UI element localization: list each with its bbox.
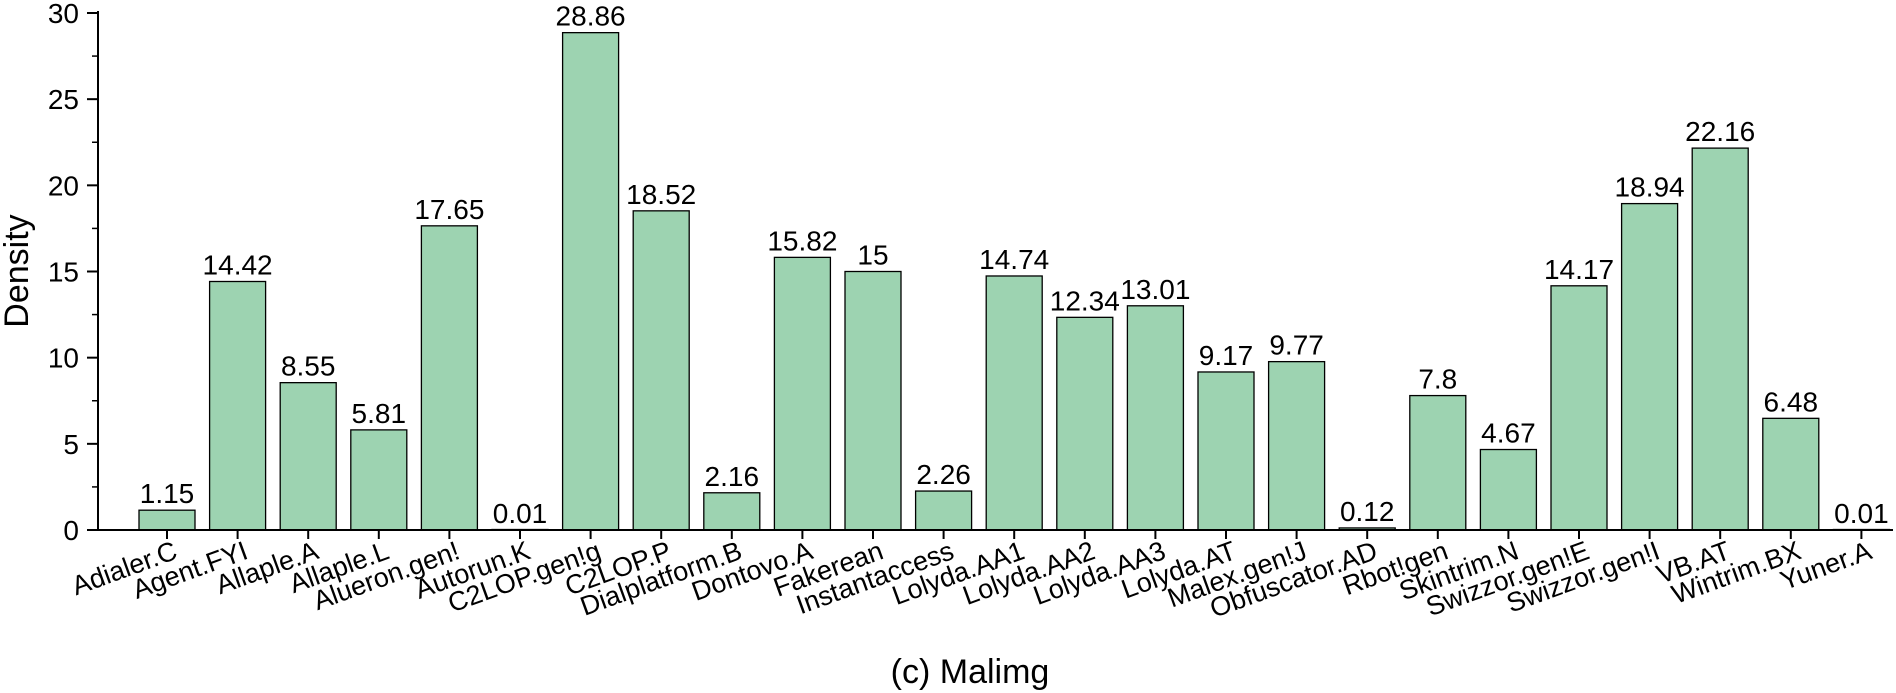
data-label: 12.34 — [1050, 285, 1120, 316]
data-label: 15.82 — [767, 225, 837, 256]
data-label: 6.48 — [1764, 386, 1819, 417]
bar-Allaple.L — [350, 429, 408, 531]
bar-Swizzor.gen!E — [1550, 285, 1608, 531]
x-axis: Adialer.CAgent.FYIAllaple.AAllaple.LAlue… — [68, 529, 1893, 624]
data-label: 2.26 — [916, 459, 971, 490]
bar-Adialer.C — [138, 509, 196, 531]
bar-Allaple.A — [279, 382, 337, 531]
bar-Swizzor.gen!I — [1620, 202, 1679, 531]
data-label: 8.55 — [281, 351, 336, 382]
data-label: 18.94 — [1615, 172, 1685, 203]
bar-Dontovo.A — [773, 256, 832, 531]
value-labels-layer: 1.15 14.42 8.55 5.81 17.65 0.01 28.86 18.52 2.16… — [140, 1, 1889, 529]
data-label: 9.17 — [1199, 340, 1254, 371]
data-label: 4.67 — [1481, 418, 1536, 449]
y-tick-label: 25 — [48, 84, 79, 115]
data-label: 13.01 — [1120, 274, 1190, 305]
bar-Fakerean — [844, 270, 902, 531]
data-label: 22.16 — [1685, 116, 1755, 147]
data-label: 0.12 — [1340, 496, 1395, 527]
bar-Alueron.gen! — [420, 225, 479, 531]
bar-VB.AT — [1691, 147, 1749, 531]
y-tick-label: 5 — [63, 429, 79, 460]
bar-Skintrim.N — [1479, 448, 1538, 531]
y-tick-label: 30 — [48, 0, 79, 29]
y-axis: 0 5 10 15 20 25 30 — [48, 0, 99, 546]
bar-C2LOP.P — [632, 210, 690, 531]
y-axis-title: Density — [0, 214, 36, 327]
bar-Agent.FYI — [208, 280, 267, 531]
bar-Rbot!gen — [1409, 394, 1467, 531]
data-label: 7.8 — [1418, 364, 1457, 395]
data-label: 9.77 — [1269, 330, 1324, 361]
data-label: 15 — [857, 240, 888, 271]
data-label: 14.74 — [979, 244, 1049, 275]
bar-Lolyda.AT — [1197, 371, 1255, 531]
bars-layer — [138, 31, 1891, 531]
bar-C2LOP.gen!g — [561, 31, 620, 531]
data-label: 2.16 — [705, 461, 760, 492]
y-tick-label: 0 — [63, 515, 79, 546]
data-label: 1.15 — [140, 478, 195, 509]
x-axis-title: (c) Malimg — [891, 653, 1050, 691]
bar-Dialplatform.B — [703, 492, 761, 531]
data-label: 14.17 — [1544, 254, 1614, 285]
bar-Instantaccess — [914, 490, 973, 531]
y-tick-label: 15 — [48, 257, 79, 288]
bar-Lolyda.AA2 — [1056, 316, 1114, 531]
bar-Wintrim.BX — [1762, 417, 1820, 531]
data-label: 0.01 — [1834, 498, 1889, 529]
bar-Lolyda.AA3 — [1126, 305, 1185, 531]
data-label: 28.86 — [556, 1, 626, 32]
data-label: 0.01 — [493, 498, 548, 529]
bar-Malex.gen!J — [1267, 360, 1326, 531]
data-label: 17.65 — [414, 194, 484, 225]
data-label: 18.52 — [626, 179, 696, 210]
bar-Lolyda.AA1 — [985, 275, 1043, 531]
data-label: 14.42 — [203, 249, 273, 280]
data-label: 5.81 — [352, 398, 407, 429]
y-tick-label: 10 — [48, 343, 79, 374]
y-tick-label: 20 — [48, 170, 79, 201]
